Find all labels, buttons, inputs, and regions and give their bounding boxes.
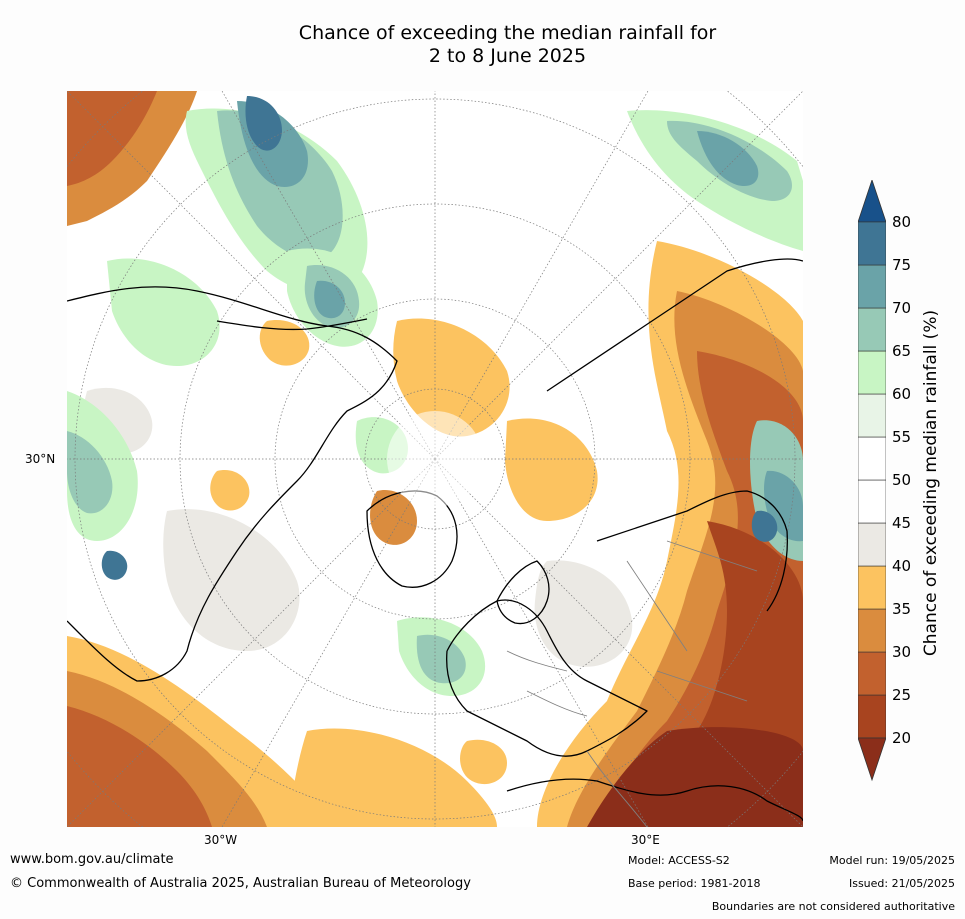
region-baltic-dry (460, 739, 507, 785)
region-pacific-driest (67, 706, 212, 827)
region-arctic-dry (393, 318, 510, 437)
coast-europe (446, 599, 648, 757)
region-ne-asia-wettest (697, 131, 759, 187)
colorbar-bin-45-50 (858, 479, 886, 524)
lon-label-30e: 30°E (631, 833, 660, 847)
colorbar-bin-75-80 (858, 221, 886, 266)
colorbar-tick-25: 25 (892, 686, 912, 704)
colorbar-tick-65: 65 (892, 342, 912, 360)
colorbar-tick-50: 50 (892, 471, 912, 489)
probability-shading (67, 91, 803, 827)
region-near-median-2 (534, 560, 633, 667)
coast-scandinavia (496, 560, 550, 625)
region-bering-dry (259, 320, 310, 366)
graticule (67, 91, 803, 827)
colorbar-tick-75: 75 (892, 256, 912, 274)
colorbar-bin-35-40 (858, 565, 886, 610)
issued-text: Issued: 21/05/2025 (848, 877, 955, 890)
region-siberia-dry (505, 418, 598, 521)
chart-title: Chance of exceeding the median rainfall … (0, 22, 965, 68)
region-atlantic-dry (287, 728, 497, 827)
colorbar-extend-max (858, 180, 886, 223)
region-europe-wetter (416, 634, 466, 684)
coast-aleutians (216, 318, 368, 331)
region-ne-asia-wet (627, 110, 803, 251)
disclaimer-text: Boundaries are not considered authoritat… (711, 900, 955, 913)
region-nw-pacific-driest (67, 91, 157, 186)
colorbar-bin-50-55 (858, 436, 886, 481)
coast-asia (546, 258, 803, 612)
model-run-text: Model run: 19/05/2025 (829, 854, 955, 867)
colorbar-bin-25-30 (858, 651, 886, 696)
colorbar (858, 180, 886, 782)
copyright-text: © Commonwealth of Australia 2025, Austra… (10, 876, 471, 891)
region-mid-pacific-wet (107, 258, 220, 366)
colorbar-tick-60: 60 (892, 385, 912, 403)
region-north-america-wetter (67, 431, 113, 514)
region-canada-east-dry (210, 470, 250, 511)
colorbar-label: Chance of exceeding median rainfall (%) (921, 309, 941, 657)
colorbar-tick-30: 30 (892, 643, 912, 661)
region-near-median-1 (163, 509, 300, 651)
coast-africa (506, 778, 803, 822)
colorbar-extend-min (858, 737, 886, 782)
colorbar-bin-30-35 (858, 608, 886, 653)
colorbar-tick-45: 45 (892, 514, 912, 532)
country-borders (506, 540, 758, 827)
region-saharan-core (587, 727, 803, 827)
colorbar-bin-60-65 (858, 350, 886, 395)
region-north-pacific-max (245, 96, 282, 151)
region-bering-wettest (314, 280, 345, 319)
coast-north-america (67, 286, 398, 682)
colorbar-bin-20-25 (858, 694, 886, 739)
region-greenland-east-dry (370, 490, 417, 545)
base-period-text: Base period: 1981-2018 (628, 877, 761, 890)
forecast-map (67, 91, 803, 827)
title-line-2: 2 to 8 June 2025 (428, 45, 587, 67)
coastlines (67, 258, 803, 822)
colorbar-bin-65-70 (858, 307, 886, 352)
model-text: Model: ACCESS-S2 (628, 854, 730, 867)
colorbar-tick-70: 70 (892, 299, 912, 317)
colorbar-tick-40: 40 (892, 557, 912, 575)
colorbar-tick-55: 55 (892, 428, 912, 446)
sea-ice-mask (387, 411, 483, 507)
website-link[interactable]: www.bom.gov.au/climate (10, 852, 174, 867)
region-east-asia-max (751, 510, 778, 542)
colorbar-tick-20: 20 (892, 729, 912, 747)
title-line-1: Chance of exceeding the median rainfall … (298, 22, 717, 44)
colorbar-bin-55-60 (858, 393, 886, 438)
lon-label-30w: 30°W (204, 833, 238, 847)
colorbar-tick-35: 35 (892, 600, 912, 618)
colorbar-bin-40-45 (858, 522, 886, 567)
colorbar-bin-70-75 (858, 264, 886, 309)
region-mid-pacific-max (101, 550, 128, 580)
colorbar-tick-80: 80 (892, 213, 912, 231)
lat-label-30n: 30°N (25, 452, 56, 466)
